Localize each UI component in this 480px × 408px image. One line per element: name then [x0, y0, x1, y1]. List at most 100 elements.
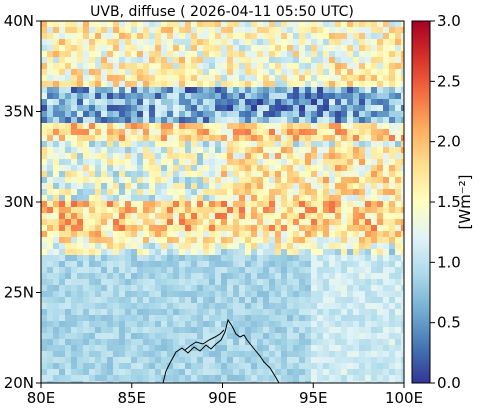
field-cell: [143, 201, 150, 208]
field-cell: [119, 303, 126, 310]
field-cell: [47, 63, 54, 70]
field-cell: [383, 231, 390, 238]
field-cell: [41, 357, 48, 364]
field-cell: [107, 63, 114, 70]
field-cell: [311, 171, 318, 178]
field-cell: [365, 279, 372, 286]
field-cell: [119, 117, 126, 124]
field-cell: [269, 99, 276, 106]
field-cell: [353, 165, 360, 172]
field-cell: [137, 123, 144, 130]
field-cell: [299, 369, 306, 376]
field-cell: [83, 177, 90, 184]
field-cell: [401, 255, 404, 262]
field-cell: [365, 201, 372, 208]
field-cell: [203, 381, 210, 383]
field-cell: [149, 249, 156, 256]
field-cell: [395, 315, 402, 322]
field-cell: [251, 75, 258, 82]
field-cell: [131, 147, 138, 154]
field-cell: [41, 165, 48, 172]
field-cell: [59, 213, 66, 220]
field-cell: [371, 189, 378, 196]
field-cell: [263, 21, 270, 28]
field-cell: [161, 243, 168, 250]
field-cell: [227, 99, 234, 106]
field-cell: [59, 351, 66, 358]
colorbar-tick-label: 1.0: [437, 253, 461, 271]
field-cell: [257, 297, 264, 304]
field-cell: [191, 219, 198, 226]
field-cell: [215, 231, 222, 238]
field-cell: [323, 159, 330, 166]
field-cell: [269, 129, 276, 136]
field-cell: [95, 285, 102, 292]
field-cell: [83, 129, 90, 136]
field-cell: [347, 207, 354, 214]
field-cell: [359, 231, 366, 238]
field-cell: [173, 177, 180, 184]
field-cell: [251, 117, 258, 124]
field-cell: [233, 75, 240, 82]
field-cell: [197, 357, 204, 364]
field-cell: [53, 267, 60, 274]
field-cell: [329, 153, 336, 160]
field-cell: [155, 33, 162, 40]
field-cell: [113, 279, 120, 286]
field-cell: [95, 159, 102, 166]
field-cell: [215, 213, 222, 220]
field-cell: [179, 135, 186, 142]
field-cell: [59, 69, 66, 76]
field-cell: [191, 117, 198, 124]
field-cell: [287, 27, 294, 34]
field-cell: [317, 231, 324, 238]
field-cell: [305, 93, 312, 100]
field-cell: [329, 219, 336, 226]
field-cell: [329, 195, 336, 202]
field-cell: [209, 273, 216, 280]
field-cell: [71, 279, 78, 286]
field-cell: [137, 99, 144, 106]
field-cell: [53, 249, 60, 256]
field-cell: [329, 285, 336, 292]
field-cell: [119, 189, 126, 196]
field-cell: [257, 249, 264, 256]
field-cell: [299, 225, 306, 232]
field-cell: [125, 81, 132, 88]
field-cell: [299, 285, 306, 292]
field-cell: [209, 189, 216, 196]
field-cell: [257, 153, 264, 160]
field-cell: [401, 267, 404, 274]
field-cell: [191, 273, 198, 280]
field-cell: [101, 153, 108, 160]
field-cell: [329, 69, 336, 76]
field-cell: [161, 27, 168, 34]
field-cell: [131, 57, 138, 64]
field-cell: [77, 93, 84, 100]
field-cell: [335, 297, 342, 304]
field-cell: [101, 225, 108, 232]
field-cell: [239, 363, 246, 370]
field-cell: [377, 129, 384, 136]
field-cell: [101, 255, 108, 262]
field-cell: [401, 309, 404, 316]
field-cell: [281, 147, 288, 154]
field-cell: [125, 33, 132, 40]
field-cell: [401, 315, 404, 322]
field-cell: [95, 309, 102, 316]
field-cell: [89, 147, 96, 154]
field-cell: [59, 237, 66, 244]
field-cell: [131, 135, 138, 142]
field-cell: [251, 141, 258, 148]
field-cell: [167, 351, 174, 358]
field-cell: [119, 345, 126, 352]
field-cell: [65, 291, 72, 298]
field-cell: [173, 261, 180, 268]
field-cell: [47, 279, 54, 286]
field-cell: [77, 219, 84, 226]
field-cell: [251, 297, 258, 304]
field-cell: [155, 165, 162, 172]
field-cell: [47, 117, 54, 124]
field-cell: [377, 225, 384, 232]
field-cell: [41, 69, 48, 76]
